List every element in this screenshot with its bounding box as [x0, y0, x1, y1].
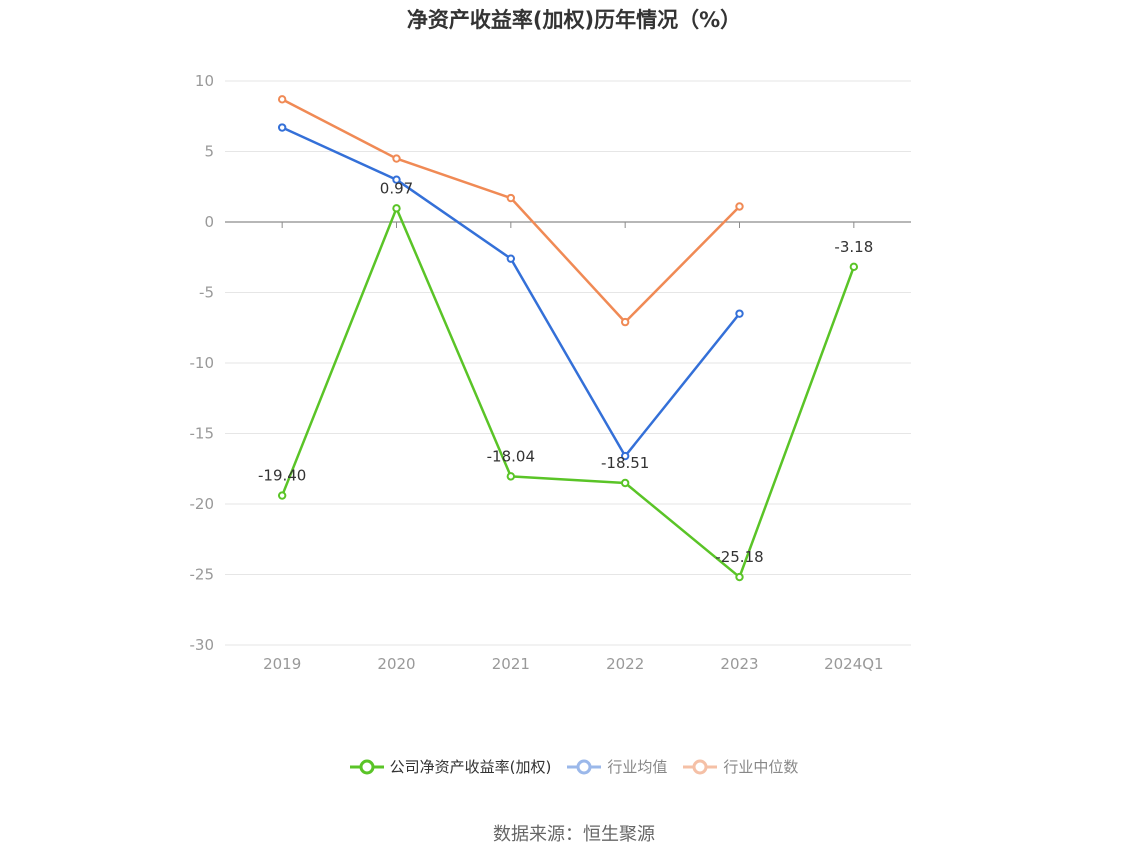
- y-tick-label: -20: [190, 495, 215, 513]
- y-tick-label: 0: [204, 213, 214, 231]
- x-tick-label: 2024Q1: [824, 655, 884, 673]
- data-point: [620, 317, 630, 327]
- legend-item-company-roe[interactable]: 公司净资产收益率(加权): [349, 756, 552, 777]
- x-tick-label: 2019: [263, 655, 301, 673]
- x-tick-label: 2022: [606, 655, 644, 673]
- data-point: [506, 254, 516, 263]
- legend-label-industry-mean: 行业均值: [607, 758, 668, 776]
- data-point: [277, 123, 287, 132]
- series-line: [281, 207, 856, 579]
- y-tick-label: -5: [199, 284, 214, 302]
- data-point: [735, 572, 744, 582]
- data-point: [392, 154, 401, 163]
- data-point: [506, 472, 516, 481]
- series-line: [281, 98, 741, 324]
- y-tick-label: 10: [195, 72, 214, 90]
- data-point: [392, 175, 401, 184]
- legend-label-company-roe: 公司净资产收益率(加权): [389, 758, 552, 776]
- legend-label-industry-median: 行业中位数: [723, 758, 799, 776]
- data-label: 0.97: [380, 179, 413, 197]
- axis-layer: 10 5 0 -5 -10 -15 -20 -25 -30 2019 2020 2021 2022 202…: [190, 72, 911, 673]
- data-point: [620, 451, 630, 461]
- data-point: [392, 204, 401, 213]
- x-tick-label: 2021: [492, 655, 530, 673]
- y-tick-label: -15: [190, 425, 215, 443]
- legend-line-marker-icon: [567, 759, 602, 774]
- data-point: [277, 95, 287, 104]
- y-tick-label: -10: [190, 354, 215, 372]
- data-label: -18.51: [601, 454, 649, 472]
- legend-item-industry-mean[interactable]: 行业均值: [567, 756, 667, 777]
- y-tick-label: -25: [190, 566, 215, 584]
- data-point: [277, 491, 287, 500]
- x-tick-label: 2023: [720, 655, 758, 673]
- grid-layer: [225, 80, 911, 646]
- legend-item-industry-median[interactable]: 行业中位数: [683, 756, 798, 777]
- series-layer: [277, 95, 859, 582]
- legend-line-marker-icon: [683, 759, 718, 774]
- data-label: -19.40: [258, 467, 306, 485]
- data-point: [735, 309, 744, 318]
- data-label-layer: -19.40 0.97 -18.04 -18.51 -25.18 -3.18: [258, 179, 873, 566]
- x-tick-label: 2020: [377, 655, 415, 673]
- data-label: -3.18: [834, 238, 873, 256]
- data-point: [620, 478, 630, 488]
- data-label: -18.04: [487, 447, 535, 465]
- data-source-note: 数据来源：恒生聚源: [493, 824, 655, 845]
- legend: 公司净资产收益率(加权) 行业均值 行业中位数: [0, 756, 1148, 777]
- chart-title: 净资产收益率(加权)历年情况（%）: [406, 8, 742, 32]
- data-label: -25.18: [715, 548, 763, 566]
- data-point: [506, 193, 516, 203]
- y-tick-label: -30: [190, 636, 215, 654]
- legend-line-marker-icon: [349, 759, 384, 774]
- y-tick-label: 5: [204, 143, 214, 161]
- data-point: [735, 202, 744, 211]
- series-line: [281, 126, 741, 458]
- data-point: [849, 262, 859, 272]
